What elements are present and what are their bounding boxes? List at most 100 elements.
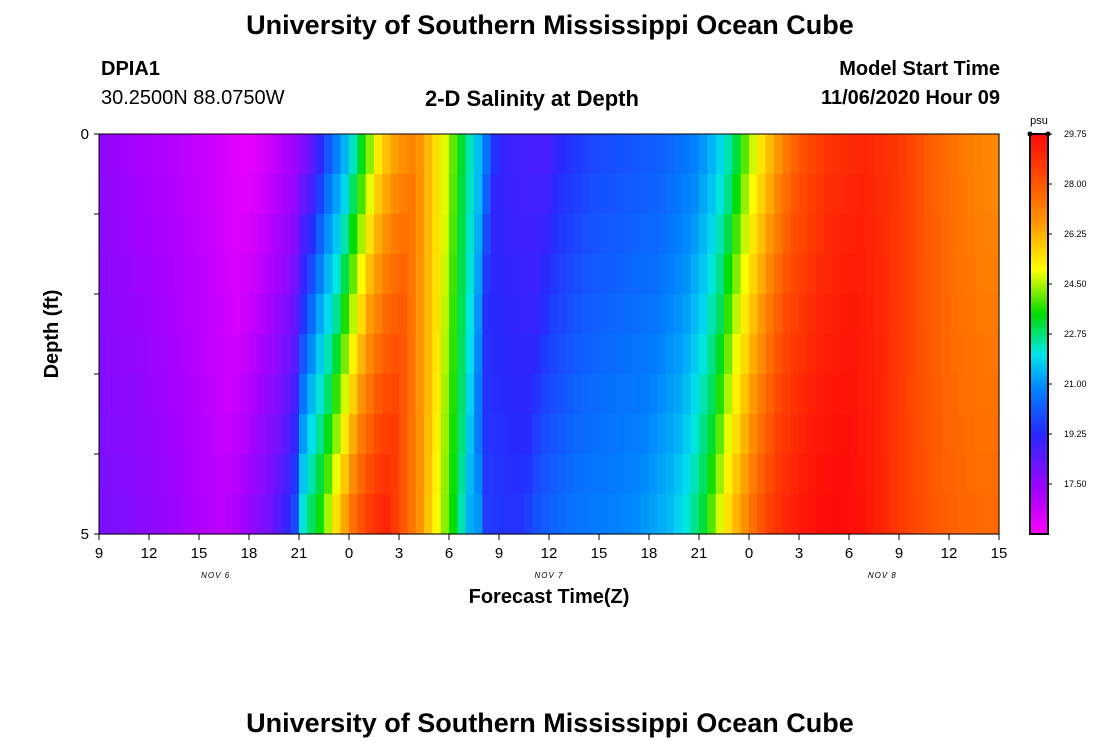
heatmap-cell: [440, 454, 450, 495]
heatmap-cell: [190, 294, 200, 335]
colorbar-tick-label: 17.50: [1064, 479, 1087, 489]
heatmap-cell: [949, 214, 958, 255]
heatmap-cell: [949, 174, 958, 215]
heatmap-cell: [974, 414, 983, 455]
heatmap-cell: [765, 294, 775, 335]
heatmap-cell: [482, 294, 492, 335]
heatmap-cell: [465, 374, 475, 415]
heatmap-cell: [449, 174, 458, 215]
heatmap-cell: [299, 134, 308, 175]
heatmap-cell: [782, 454, 792, 495]
heatmap-cell: [649, 334, 658, 375]
heatmap-cell: [965, 454, 975, 495]
heatmap-cell: [207, 294, 217, 335]
heatmap-cell: [340, 334, 350, 375]
heatmap-cell: [440, 254, 450, 295]
heatmap-cell: [799, 414, 808, 455]
heatmap-cell: [190, 134, 200, 175]
station-id: DPIA1: [101, 58, 160, 80]
heatmap-cell: [340, 254, 350, 295]
heatmap-cell: [299, 414, 308, 455]
heatmap-cell: [824, 134, 833, 175]
heatmap-cell: [440, 174, 450, 215]
heatmap-cell: [524, 494, 533, 535]
heatmap-cell: [540, 414, 550, 455]
heatmap-cell: [890, 454, 900, 495]
heatmap-cell: [407, 414, 417, 455]
heatmap-cell: [782, 214, 792, 255]
heatmap-cell: [365, 214, 375, 255]
x-tick-label: 0: [345, 545, 353, 562]
heatmap-cell: [882, 134, 892, 175]
heatmap-cell: [899, 334, 908, 375]
heatmap-cell: [565, 454, 575, 495]
heatmap-cell: [549, 214, 558, 255]
heatmap-cell: [99, 134, 108, 175]
heatmap-cell: [374, 374, 383, 415]
heatmap-cell: [982, 494, 992, 535]
heatmap-cell: [482, 414, 492, 455]
heatmap-cell: [774, 254, 783, 295]
heatmap-cell: [290, 254, 300, 295]
heatmap-cell: [240, 214, 250, 255]
heatmap-cell: [740, 334, 750, 375]
heatmap-cell: [574, 214, 583, 255]
heatmap-cell: [474, 334, 483, 375]
heatmap-cell: [549, 174, 558, 215]
heatmap-cell: [765, 414, 775, 455]
heatmap-cell: [365, 454, 375, 495]
heatmap-cell: [524, 134, 533, 175]
heatmap-cell: [449, 294, 458, 335]
heatmap-cell: [840, 334, 850, 375]
heatmap-cell: [115, 374, 125, 415]
heatmap-cell: [832, 454, 842, 495]
heatmap-cell: [515, 494, 525, 535]
heatmap-cell: [565, 294, 575, 335]
heatmap-cell: [907, 374, 917, 415]
heatmap-cell: [640, 134, 650, 175]
heatmap-cell: [924, 494, 933, 535]
heatmap-cell: [724, 254, 733, 295]
heatmap-cell: [757, 254, 767, 295]
heatmap-cell: [782, 334, 792, 375]
heatmap-cell: [324, 214, 333, 255]
heatmap-cell: [907, 214, 917, 255]
heatmap-cell: [407, 174, 417, 215]
heatmap-cell: [649, 454, 658, 495]
heatmap-cell: [149, 214, 158, 255]
heatmap-cell: [882, 454, 892, 495]
heatmap-cell: [982, 214, 992, 255]
heatmap-cell: [207, 254, 217, 295]
heatmap-cell: [432, 374, 442, 415]
heatmap-cell: [132, 134, 142, 175]
heatmap-cell: [924, 294, 933, 335]
heatmap-cell: [240, 294, 250, 335]
heatmap-cell: [307, 134, 317, 175]
heatmap-cell: [107, 334, 117, 375]
heatmap-cell: [190, 374, 200, 415]
heatmap-cell: [882, 254, 892, 295]
heatmap-cell: [932, 134, 942, 175]
x-tick-label: 15: [591, 545, 608, 562]
heatmap-cell: [357, 254, 367, 295]
heatmap-cell: [757, 134, 767, 175]
heatmap-cell: [707, 174, 717, 215]
heatmap-cell: [890, 374, 900, 415]
title-top: University of Southern Mississippi Ocean…: [246, 10, 854, 40]
heatmap-cell: [982, 454, 992, 495]
heatmap-cell: [790, 134, 800, 175]
heatmap-cell: [424, 174, 433, 215]
heatmap-cell: [699, 294, 708, 335]
heatmap-cell: [599, 294, 608, 335]
heatmap-cell: [740, 494, 750, 535]
heatmap-cell: [799, 334, 808, 375]
heatmap-cell: [957, 374, 967, 415]
heatmap-cell: [815, 294, 825, 335]
heatmap-cell: [357, 134, 367, 175]
heatmap-cell: [882, 334, 892, 375]
heatmap-cell: [907, 454, 917, 495]
heatmap-cell: [774, 214, 783, 255]
heatmap-cell: [515, 294, 525, 335]
heatmap-cell: [165, 374, 175, 415]
